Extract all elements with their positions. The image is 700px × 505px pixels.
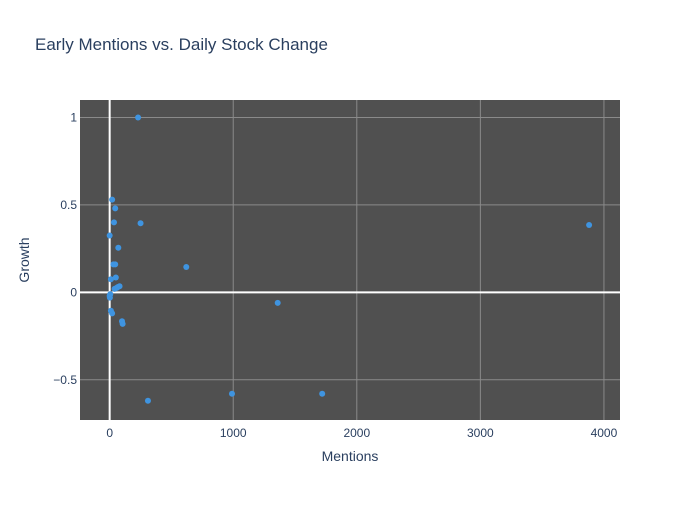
data-point [319,390,326,397]
data-point [115,244,122,251]
data-point [112,205,119,212]
x-tick-label: 1000 [220,426,247,440]
data-point [107,276,114,283]
data-point [586,222,593,229]
y-tick-labels: −0.5 0 0.5 1 [53,110,77,386]
grid-lines [80,100,620,420]
data-point [135,114,142,121]
data-point [137,220,144,227]
zero-lines [80,100,620,420]
y-tick-label: 0.5 [60,198,77,212]
x-tick-label: 0 [106,426,113,440]
data-point [109,196,116,203]
data-point [274,299,281,306]
plot-area [80,100,620,420]
x-tick-label: 2000 [343,426,370,440]
data-point [228,390,235,397]
data-point [111,285,118,292]
x-tick-label: 3000 [467,426,494,440]
y-tick-label: −0.5 [53,373,77,387]
data-point [106,294,113,301]
chart-title: Early Mentions vs. Daily Stock Change [35,35,328,54]
y-tick-label: 1 [70,110,77,124]
data-point [110,219,117,226]
data-point [109,310,116,317]
data-point [119,320,126,327]
x-tick-label: 4000 [591,426,618,440]
y-tick-label: 0 [70,285,77,299]
data-point [144,397,151,404]
data-point [112,274,119,281]
data-point [112,261,119,268]
data-points [106,114,593,404]
x-tick-labels: 0 1000 2000 3000 4000 [106,426,617,440]
data-point [183,263,190,270]
x-axis-title: Mentions [322,448,379,464]
data-point [106,232,113,239]
y-axis-title: Growth [16,237,32,282]
